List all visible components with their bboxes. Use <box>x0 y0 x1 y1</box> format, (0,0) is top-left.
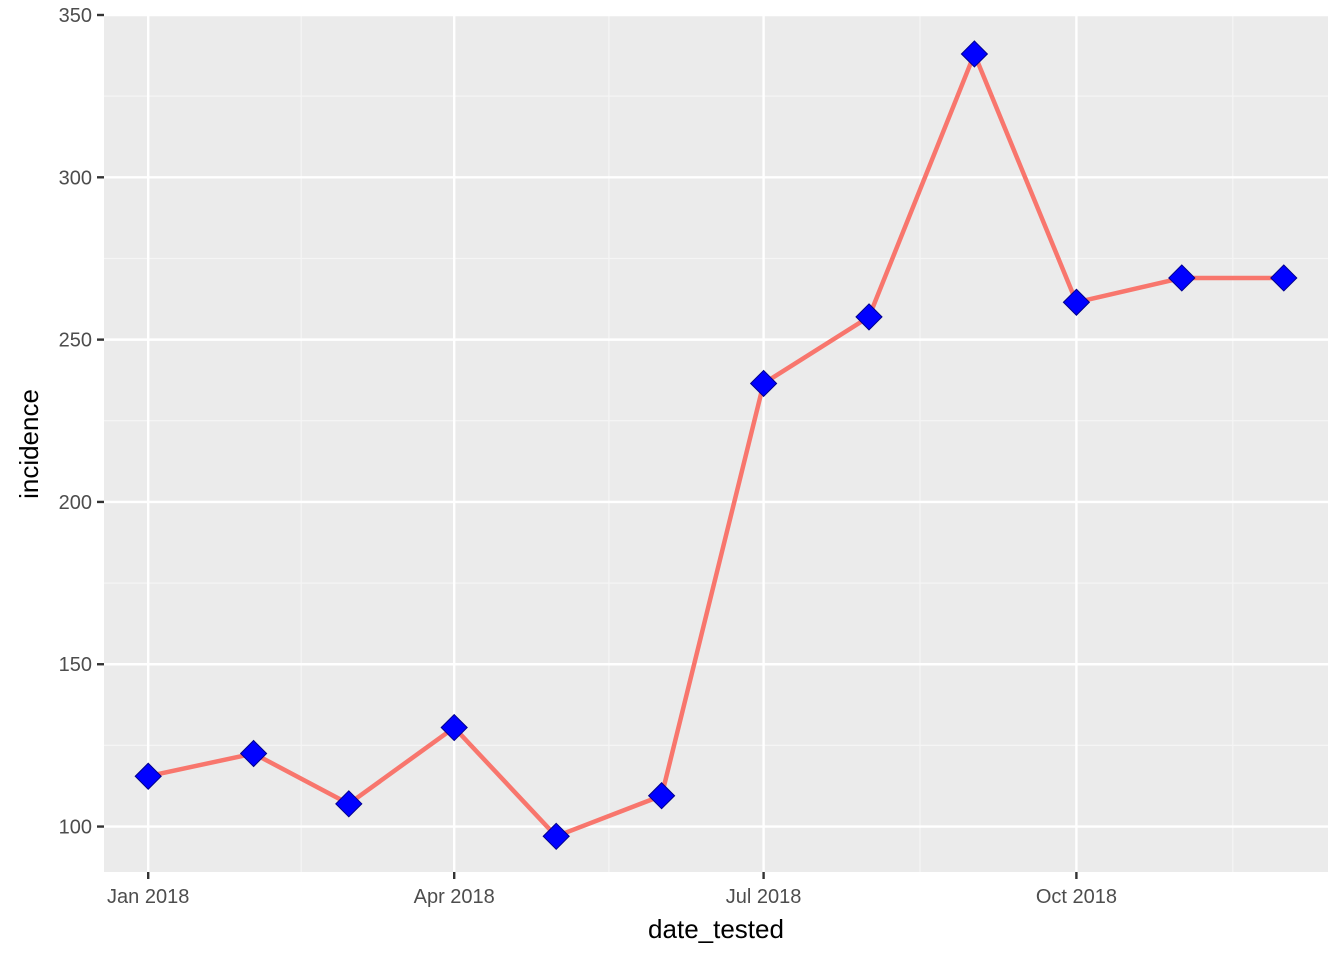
minor-gridlines <box>104 15 1328 872</box>
major-gridlines <box>104 13 1328 872</box>
x-tick-label: Apr 2018 <box>414 886 495 908</box>
y-tick-label: 300 <box>59 167 92 189</box>
y-tick-label: 250 <box>59 330 92 352</box>
plot-panel <box>104 15 1328 872</box>
data-point-marker <box>335 790 363 818</box>
data-point-marker <box>440 713 468 742</box>
data-point-marker <box>134 762 162 790</box>
y-tick-label: 100 <box>59 817 92 839</box>
data-point-marker <box>239 739 268 768</box>
data-point-marker <box>1270 264 1298 292</box>
data-point-marker <box>960 40 989 68</box>
axis-ticks <box>97 13 1078 879</box>
y-tick-label: 350 <box>59 5 92 27</box>
x-axis-tick-labels: Jan 2018 Apr 2018 Jul 2018 Oct 2018 <box>107 886 1117 908</box>
series-lines <box>145 51 1287 839</box>
data-point-marker <box>855 303 883 331</box>
series-line <box>145 51 1287 839</box>
y-tick-label: 200 <box>59 492 92 514</box>
series-points <box>134 40 1298 850</box>
data-point-marker <box>1168 264 1196 292</box>
x-axis-title: date_tested <box>648 914 784 944</box>
y-tick-label: 150 <box>59 654 92 676</box>
x-tick-label: Jul 2018 <box>726 886 802 908</box>
data-point-marker <box>647 782 676 810</box>
y-axis-tick-labels: 100 150 200 250 300 350 <box>59 5 92 839</box>
x-tick-label: Oct 2018 <box>1036 886 1117 908</box>
data-point-marker <box>1062 288 1091 316</box>
data-point-marker <box>542 822 570 850</box>
x-tick-label: Jan 2018 <box>107 886 189 908</box>
y-axis-title: incidence <box>14 389 44 499</box>
data-point-marker <box>749 369 778 398</box>
